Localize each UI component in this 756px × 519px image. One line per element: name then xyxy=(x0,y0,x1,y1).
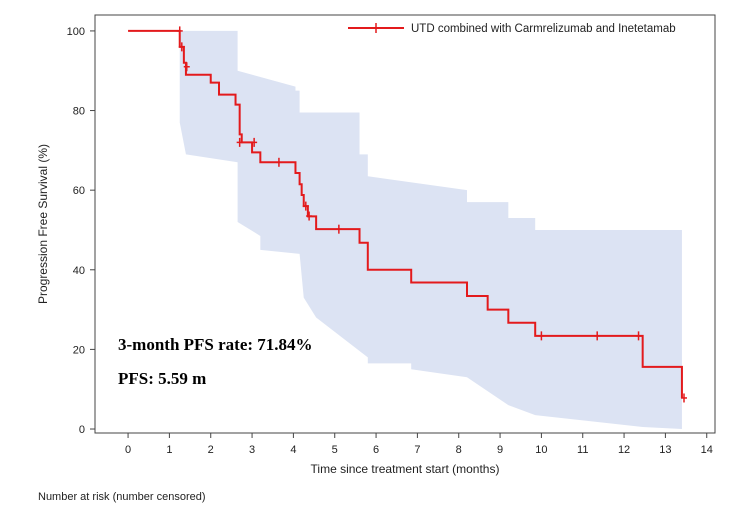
x-tick-label: 8 xyxy=(456,444,462,456)
y-tick-label: 60 xyxy=(73,185,85,197)
x-tick-label: 5 xyxy=(332,444,338,456)
censor-mark xyxy=(306,211,313,221)
x-tick-label: 2 xyxy=(208,444,214,456)
x-tick-label: 7 xyxy=(414,444,420,456)
legend: UTD combined with Carmrelizumab and Inet… xyxy=(348,23,676,35)
number-at-risk-label: Number at risk (number censored) xyxy=(38,491,206,503)
censor-mark xyxy=(302,201,309,211)
x-axis-label: Time since treatment start (months) xyxy=(311,462,500,476)
x-tick-label: 12 xyxy=(618,444,630,456)
censor-mark xyxy=(594,331,601,341)
x-tick-label: 1 xyxy=(166,444,172,456)
censor-mark xyxy=(538,331,545,341)
x-tick-label: 4 xyxy=(290,444,296,456)
legend-entry: UTD combined with Carmrelizumab and Inet… xyxy=(411,23,676,35)
censor-mark xyxy=(236,137,243,147)
confidence-band xyxy=(179,30,682,430)
x-tick-label: 10 xyxy=(535,444,547,456)
x-tick-label: 14 xyxy=(701,444,713,456)
pfs-rate-annotation: 3-month PFS rate: 71.84% xyxy=(118,335,313,354)
censor-mark xyxy=(183,62,190,72)
x-tick-label: 9 xyxy=(497,444,503,456)
y-tick-label: 80 xyxy=(73,106,85,118)
x-tick-label: 0 xyxy=(125,444,131,456)
confidence-band-layer xyxy=(179,30,682,430)
censor-mark xyxy=(176,26,183,36)
censor-mark xyxy=(178,42,185,52)
plot-frame xyxy=(94,14,716,434)
x-tick-label: 11 xyxy=(577,444,588,456)
censor-mark xyxy=(635,331,642,341)
median-pfs-annotation: PFS: 5.59 m xyxy=(118,369,206,388)
pfs-step-line xyxy=(128,29,683,398)
x-tick-label: 13 xyxy=(659,444,671,456)
censor-mark xyxy=(681,393,687,403)
y-axis-label: Progression Free Survival (%) xyxy=(36,144,50,304)
y-tick-label: 20 xyxy=(73,344,85,356)
censor-mark xyxy=(335,224,342,234)
y-tick-label: 100 xyxy=(67,26,85,38)
y-tick-label: 0 xyxy=(79,424,85,436)
censor-mark xyxy=(251,137,258,147)
x-tick-label: 6 xyxy=(373,444,379,456)
x-tick-label: 3 xyxy=(249,444,255,456)
censor-mark xyxy=(275,157,282,167)
series-layer xyxy=(128,26,687,403)
y-tick-label: 40 xyxy=(73,265,85,277)
